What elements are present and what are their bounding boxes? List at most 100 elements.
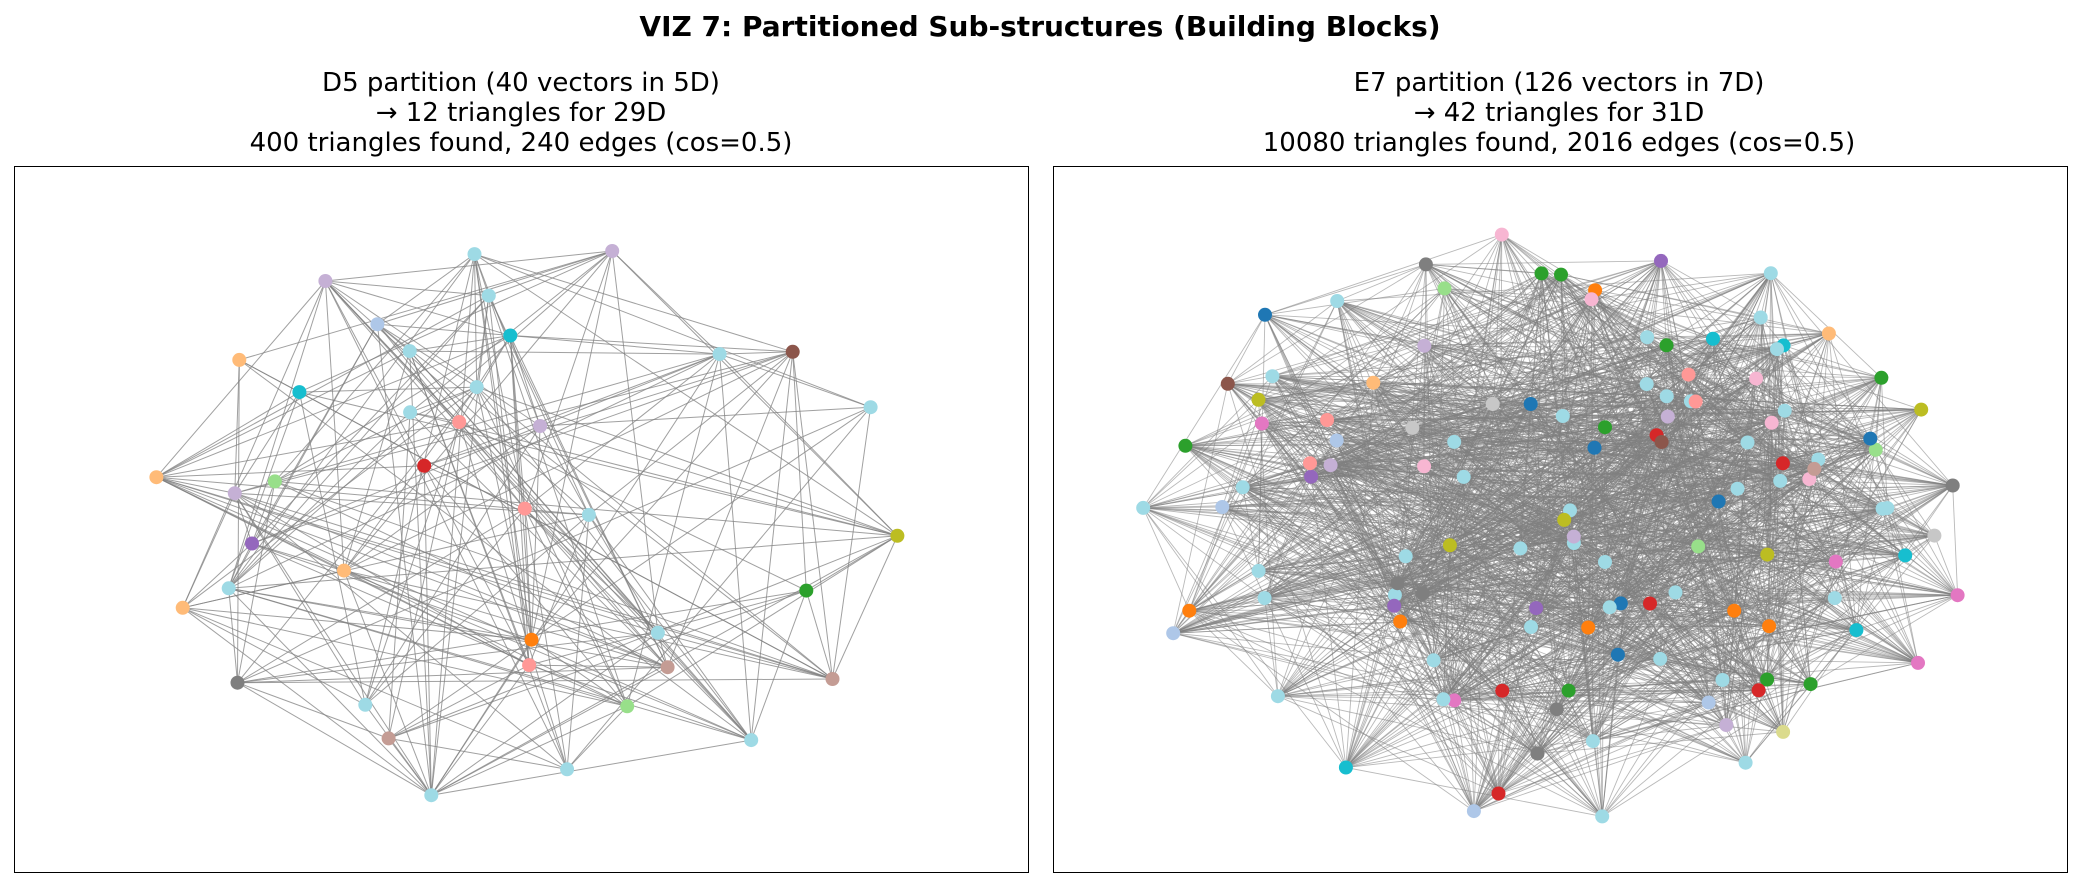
d5-edge [377,323,511,336]
d5-edge [431,705,628,796]
d5-node [227,486,242,501]
e7-node [1654,253,1668,268]
e7-edge [1185,395,1667,447]
e7-node [1770,342,1784,357]
d5-node [890,528,905,543]
e7-edge [1492,260,1662,405]
e7-edge [1242,486,1906,556]
e7-node [1323,458,1338,473]
e7-edge [1330,464,1499,794]
e7-edge [1770,272,1882,379]
e7-node [1849,623,1864,638]
d5-edge [237,682,389,739]
e7-edge [1242,300,1338,488]
e7-node [1660,409,1675,424]
e7-edge [1560,274,1564,417]
e7-node [1524,620,1538,634]
e7-edge [1258,570,1444,700]
e7-edge [1422,348,1778,594]
e7-edge [1272,375,1606,428]
d5-edge [324,280,568,770]
e7-edge [1189,610,1661,660]
d5-node [358,697,373,712]
e7-edge [1336,300,1425,347]
e7-edge [1424,465,1906,556]
e7-edge [1444,287,1935,537]
e7-edge [1659,561,1837,660]
d5-edge [234,493,253,544]
e7-edge [1444,287,1592,300]
e7-node [1730,481,1745,496]
e7-edge [1189,409,1922,612]
e7-edge [1502,690,1709,703]
e7-edge [1188,376,1273,611]
e7-node [1681,367,1696,382]
e7-edge [1412,427,1815,470]
d5-node [785,344,800,359]
d5-edge [409,411,898,537]
d5-edge [182,607,568,770]
d5-edge [539,425,898,537]
e7-edge [1336,440,1738,490]
figure-suptitle: VIZ 7: Partitioned Sub-structures (Build… [639,10,1441,43]
e7-edge [1592,410,1786,742]
e7-edge [1345,561,1606,768]
e7-node [1485,396,1500,411]
d5-edge [423,465,432,796]
e7-edge [1449,260,1662,546]
d5-edge [524,353,720,509]
e7-edge [1227,260,1662,385]
d5-edge [156,421,460,478]
d5-edge [474,254,532,640]
e7-node [1668,585,1683,600]
d5-edge [409,386,477,413]
e7-edge [1424,336,1648,347]
d5-node [402,344,417,359]
e7-edge [1172,344,1667,634]
e7-edge [1737,422,1773,489]
d5-node [605,244,620,258]
e7-edge [1309,462,1770,627]
d5-edge [299,391,898,537]
d5-node [533,419,548,433]
d5-edge [228,543,253,589]
d5-edge [719,353,898,537]
e7-node [1529,601,1544,616]
d5-edge [476,386,532,640]
e7-edge [1601,625,1770,817]
e7-edge [1725,626,1770,726]
e7-edge [1498,740,1594,794]
d5-edge [228,535,898,589]
e7-node [1613,596,1628,611]
d5-edge [529,664,668,668]
e7-edge [1473,724,1727,812]
e7-node [1803,677,1818,692]
e7-edge [1277,658,1661,697]
e7-edge [1258,399,1312,477]
d5-edge [299,250,613,393]
e7-edge [1142,507,1265,599]
e7-edge [1782,449,1877,733]
e7-edge [1587,383,1648,628]
e7-edge [1725,438,1871,726]
d5-edge [424,351,793,467]
e7-edge [1556,709,1603,817]
e7-edge [1649,603,1746,763]
e7-edge [1712,338,1784,732]
d5-edge [228,250,613,589]
e7-edge [1712,338,1781,482]
d5-edge [531,351,794,641]
e7-node [1166,626,1181,641]
e7-edge [1394,605,1618,656]
d5-edge [524,508,568,770]
e7-node [1659,338,1674,353]
d5-edge [524,508,659,634]
e7-edge [1185,345,1425,447]
e7-edge [1882,508,1906,556]
e7-edge [1143,416,1668,509]
e7-edge [1222,506,1811,685]
d5-panel-title: D5 partition (40 vectors in 5D) → 12 tri… [14,68,1028,158]
d5-edge [524,508,668,668]
e7-edge [1222,485,1953,508]
d5-title-line-2: → 12 triangles for 29D [375,98,667,128]
